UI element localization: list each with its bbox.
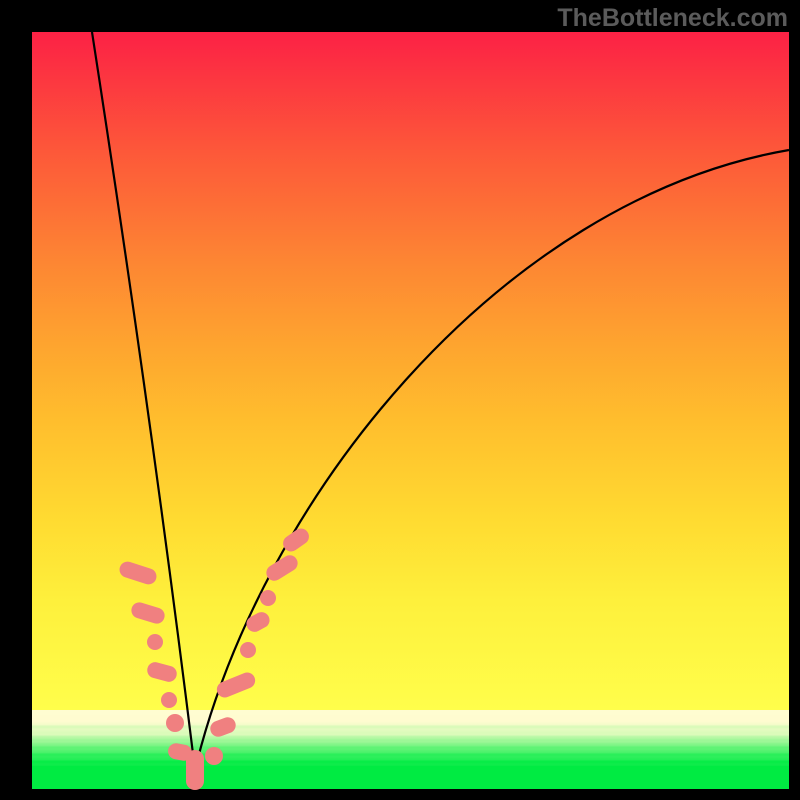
bead-circle [147, 634, 163, 650]
bead-circle [240, 642, 256, 658]
bottleneck-curve-chart [0, 0, 800, 800]
bead-circle [161, 692, 177, 708]
bead-circle [260, 590, 276, 606]
transition-band [32, 710, 789, 766]
bead-capsule [186, 750, 204, 790]
chart-frame: TheBottleneck.com [0, 0, 800, 800]
bead-circle [205, 747, 223, 765]
watermark-text: TheBottleneck.com [557, 4, 788, 33]
green-strip [32, 766, 789, 789]
bead-circle [166, 714, 184, 732]
